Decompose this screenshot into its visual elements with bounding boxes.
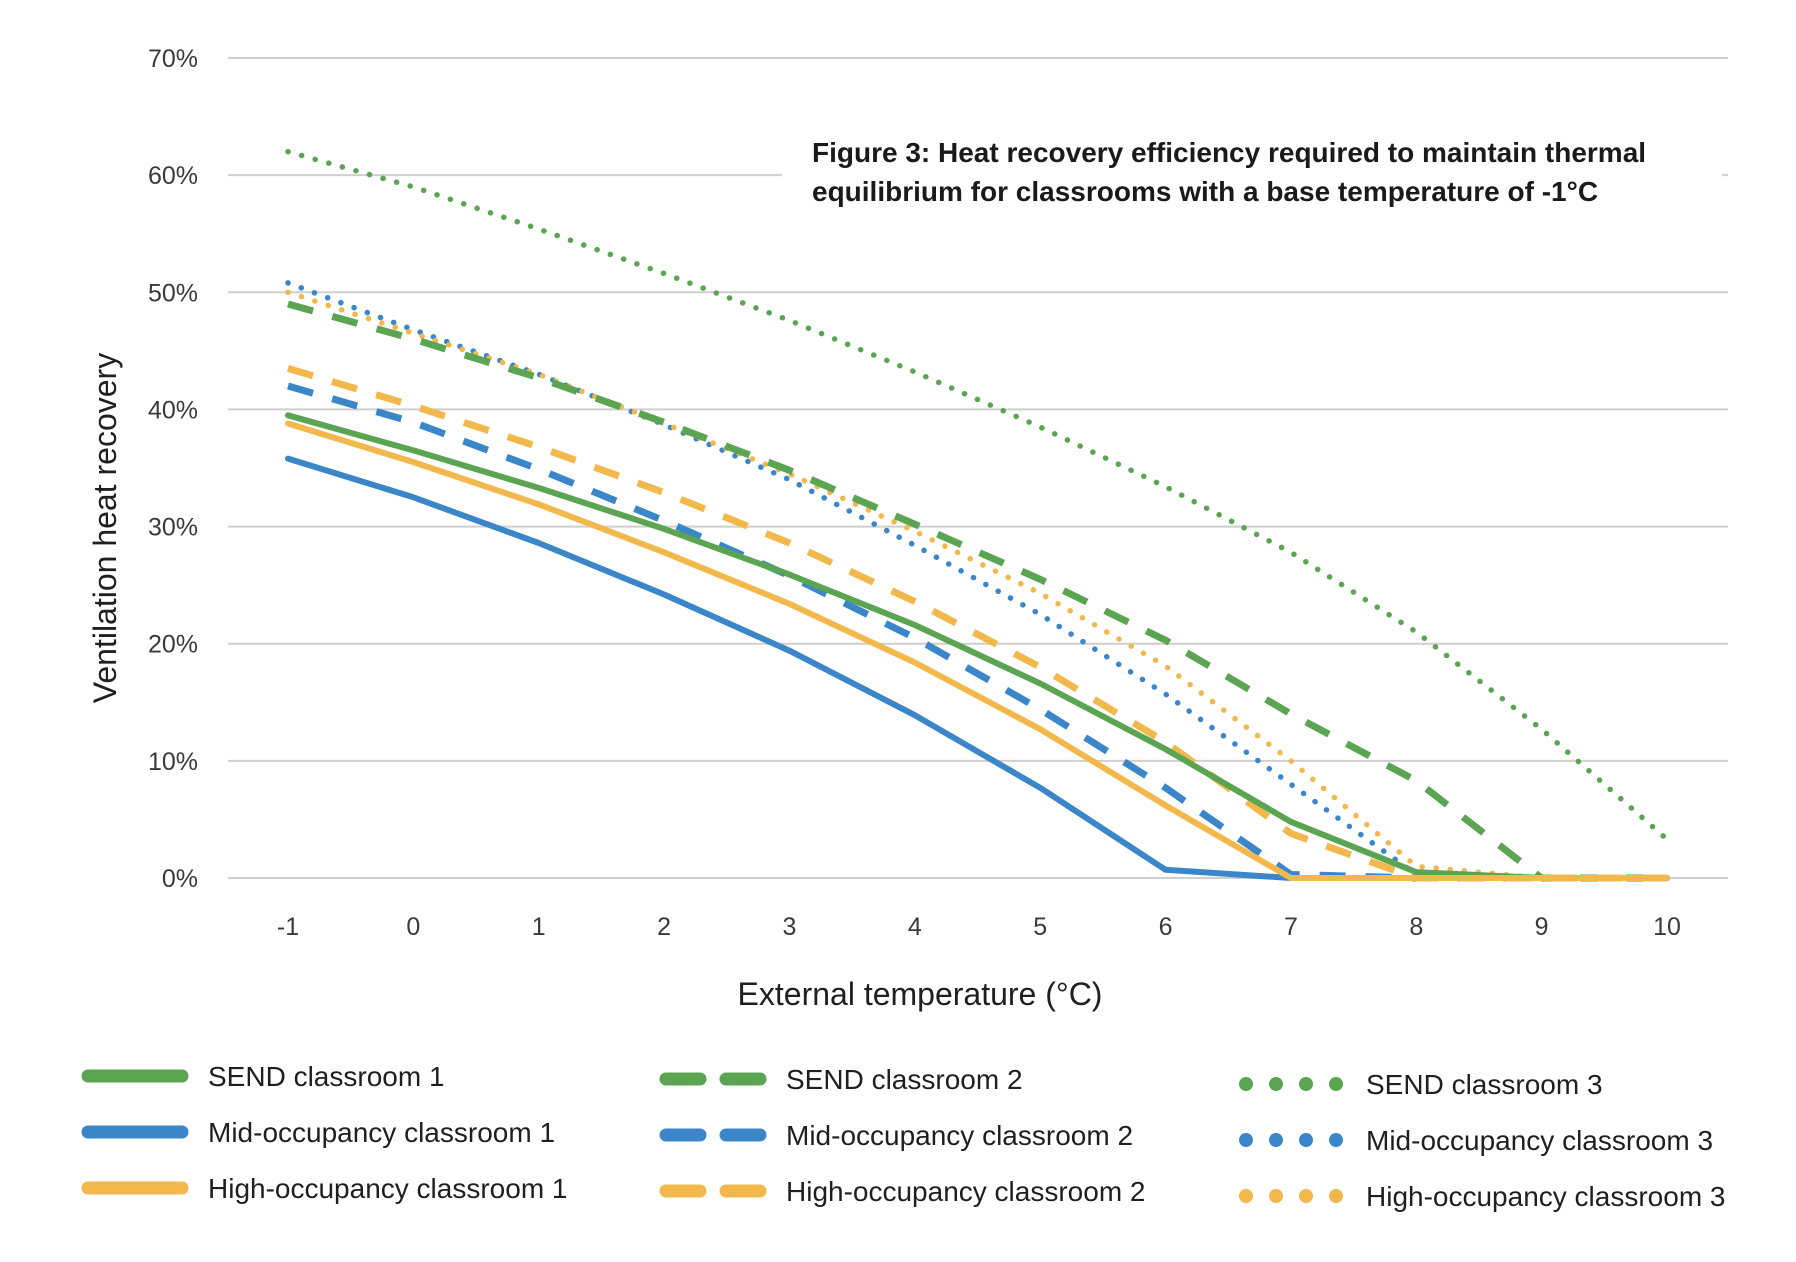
series-line-8 xyxy=(285,280,1670,881)
x-tick-label: 6 xyxy=(1159,913,1173,941)
legend-swatch xyxy=(1269,1077,1283,1091)
x-tick-label: 3 xyxy=(783,913,797,941)
series-lines xyxy=(285,148,1670,882)
legend-swatch xyxy=(1329,1189,1343,1203)
legend-item-4: SEND classroom 2 xyxy=(659,1064,1023,1095)
legend-swatch xyxy=(1239,1133,1253,1147)
legend-swatch xyxy=(1299,1189,1313,1203)
legend-item-2: Mid-occupancy classroom 1 xyxy=(81,1117,555,1148)
x-tick-label: 9 xyxy=(1535,913,1549,941)
y-tick-label: 40% xyxy=(148,396,198,424)
y-axis-ticks: 0% 10% 20% 30% 40% 50% 60% 70% xyxy=(148,45,198,893)
legend-label: High-occupancy classroom 3 xyxy=(1366,1181,1726,1212)
legend-label: Mid-occupancy classroom 3 xyxy=(1366,1125,1713,1156)
y-axis-label: Ventilation heat recovery xyxy=(87,353,123,703)
x-tick-label: 1 xyxy=(532,913,546,941)
legend-label: Mid-occupancy classroom 2 xyxy=(786,1120,1133,1151)
x-axis-label: External temperature (°C) xyxy=(738,976,1103,1012)
series-line-9 xyxy=(285,289,1670,881)
series-line-3 xyxy=(285,420,1670,881)
legend: SEND classroom 1 Mid-occupancy classroom … xyxy=(81,1061,1726,1212)
gridlines xyxy=(228,57,1728,879)
series-line-7 xyxy=(285,148,1670,843)
y-tick-label: 30% xyxy=(148,514,198,542)
x-tick-label: 10 xyxy=(1653,913,1681,941)
title-background xyxy=(782,118,1722,223)
legend-label: SEND classroom 2 xyxy=(786,1064,1023,1095)
x-tick-label: 2 xyxy=(657,913,671,941)
y-tick-label: 70% xyxy=(148,45,198,73)
x-axis-ticks: -1 0 1 2 3 4 5 6 7 8 9 10 xyxy=(277,913,1681,941)
legend-label: High-occupancy classroom 1 xyxy=(208,1173,568,1204)
x-tick-label: 0 xyxy=(406,913,420,941)
legend-label: High-occupancy classroom 2 xyxy=(786,1176,1146,1207)
x-tick-label: 7 xyxy=(1284,913,1298,941)
legend-swatch xyxy=(1269,1133,1283,1147)
legend-item-8: Mid-occupancy classroom 3 xyxy=(1239,1125,1713,1156)
legend-label: SEND classroom 1 xyxy=(208,1061,445,1092)
x-tick-label: 8 xyxy=(1409,913,1423,941)
legend-swatch xyxy=(1239,1189,1253,1203)
legend-swatch xyxy=(1239,1077,1253,1091)
legend-label: Mid-occupancy classroom 1 xyxy=(208,1117,555,1148)
x-tick-label: 5 xyxy=(1033,913,1047,941)
legend-swatch xyxy=(1329,1077,1343,1091)
series-line-4 xyxy=(287,300,1667,882)
legend-label: SEND classroom 3 xyxy=(1366,1069,1603,1100)
y-tick-label: 0% xyxy=(162,865,198,893)
y-tick-label: 10% xyxy=(148,748,198,776)
y-tick-label: 50% xyxy=(148,279,198,307)
legend-swatch xyxy=(1299,1133,1313,1147)
y-tick-label: 20% xyxy=(148,631,198,659)
legend-swatch xyxy=(1329,1133,1343,1147)
legend-item-5: Mid-occupancy classroom 2 xyxy=(659,1120,1133,1151)
series-line-1 xyxy=(285,412,1670,881)
chart-title-line-1: Figure 3: Heat recovery efficiency requi… xyxy=(812,137,1646,168)
legend-item-3: High-occupancy classroom 1 xyxy=(81,1173,568,1204)
series-line-6 xyxy=(286,365,1667,882)
series-line-2 xyxy=(285,455,1670,881)
legend-swatch xyxy=(1269,1189,1283,1203)
x-tick-label: -1 xyxy=(277,913,299,941)
chart-title-line-2: equilibrium for classrooms with a base t… xyxy=(812,176,1598,207)
legend-item-9: High-occupancy classroom 3 xyxy=(1239,1181,1726,1212)
legend-item-1: SEND classroom 1 xyxy=(81,1061,445,1092)
legend-item-7: SEND classroom 3 xyxy=(1239,1069,1603,1100)
legend-swatch xyxy=(1299,1077,1313,1091)
y-tick-label: 60% xyxy=(148,162,198,190)
legend-item-6: High-occupancy classroom 2 xyxy=(659,1176,1146,1207)
x-tick-label: 4 xyxy=(908,913,922,941)
